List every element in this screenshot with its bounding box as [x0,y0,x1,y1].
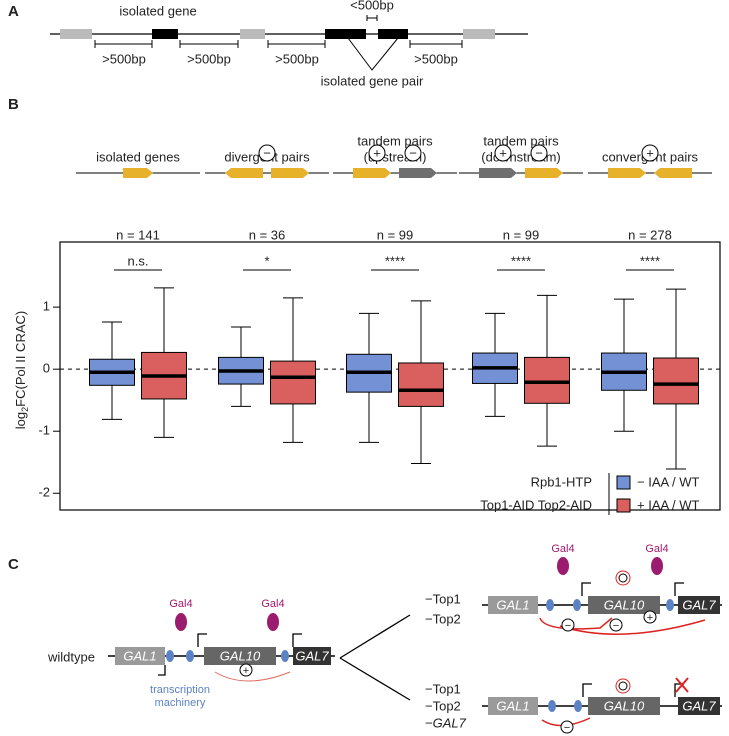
gene-icon [608,168,646,178]
n-label: n = 278 [628,227,672,242]
box [270,360,316,405]
panel-a-diagram [50,15,528,71]
activator-label: Gal4 [261,598,284,610]
sign-circle [641,144,659,162]
gene-label: GAL10 [604,698,645,713]
significance-label: **** [385,253,405,268]
y-axis-label-part: 2 [20,407,30,412]
significance-label: **** [511,253,531,268]
condition-label: −Top2 [425,611,461,626]
legend-title: Rpb1-HTP [531,474,592,489]
box [398,362,444,407]
panel-label: A [8,3,19,20]
box [653,357,699,405]
category-label: (downstream) [481,149,560,164]
sign: + [499,145,507,160]
condition-label: −GAL7 [425,715,467,730]
gap-label: >500bp [102,51,146,66]
y-axis-label-part: log [13,412,28,429]
panel-c-bottom [482,677,722,734]
significance-label: n.s. [128,253,149,268]
n-label: n = 36 [249,227,286,242]
y-tick-label: 0 [43,361,50,376]
n-label: n = 99 [377,227,414,242]
activator-label: Gal4 [169,598,192,610]
legend-label: − IAA / WT [637,474,700,489]
panel-c-top [482,557,722,635]
annotation: isolated gene [119,3,196,18]
y-axis-label-part: FC(Pol II CRAC) [13,311,28,407]
sign-circle [258,144,276,162]
condition-label: −Top2 [425,698,461,713]
condition-label: −Top1 [425,591,461,606]
condition-label: −Top1 [425,681,461,696]
y-tick-label: 1 [43,299,50,314]
y-axis-label: log2FC(Pol II CRAC) [13,311,30,429]
gap-label: >500bp [414,51,458,66]
gene-label: GAL7 [295,648,329,663]
gene-label: GAL1 [123,648,156,663]
sign: − [409,145,417,160]
gene-icon [353,168,391,178]
plot-frame [59,241,721,511]
gene-label: GAL7 [682,698,716,713]
box-chart: -2 -1 0 1 log2FC(Pol II CRAC) isolated genes n… [13,133,720,515]
legend-label: + IAA / WT [637,497,700,512]
n-label: n = 141 [116,227,160,242]
legend-title: Top1-AID Top2-AID [480,497,592,512]
sign: − [565,620,571,632]
sign-circle [494,144,512,162]
panel-label: B [8,96,19,113]
gene-icon [525,168,563,178]
sign-circle [368,144,386,162]
sign: − [263,145,271,160]
gene-label: GAL1 [496,698,529,713]
gene-label: GAL10 [604,597,645,612]
gene-icon [399,168,437,178]
gene-label: GAL7 [682,597,716,612]
sign: − [564,722,570,734]
y-tick-label: -1 [38,423,50,438]
machinery-label: transcription [150,684,210,696]
annotation: isolated gene pair [321,73,424,88]
sign-circle [530,144,548,162]
gene-icon [271,168,309,178]
gap-label: >500bp [275,51,319,66]
box [524,356,570,404]
sign: + [243,665,249,677]
sign: + [646,145,654,160]
gene-icon [123,168,153,178]
sign: + [647,612,653,624]
gene-icon [225,168,263,178]
legend-swatch [616,498,631,513]
gene-icon [479,168,517,178]
activator-label: Gal4 [551,543,574,555]
significance-label: * [264,253,269,268]
significance-label: **** [640,253,660,268]
panel-label: C [8,556,19,573]
category-label: isolated genes [96,149,180,164]
machinery-label: machinery [155,697,206,709]
legend-swatch [616,475,631,490]
category-label: tandem pairs [483,133,559,148]
y-tick-label: -2 [38,485,50,500]
activator-label: Gal4 [645,543,668,555]
gene-label: GAL1 [496,597,529,612]
n-label: n = 99 [503,227,540,242]
gene-label: GAL10 [220,648,261,663]
category-label: tandem pairs [357,133,433,148]
panel-c-wildtype [108,613,411,701]
sign-circle [404,144,422,162]
condition-label: wildtype [47,649,95,664]
sign: + [373,145,381,160]
sign: − [613,620,619,632]
gap-label: >500bp [187,51,231,66]
gene-icon [654,168,692,178]
sign: − [535,145,543,160]
annotation: <500bp [350,0,394,12]
